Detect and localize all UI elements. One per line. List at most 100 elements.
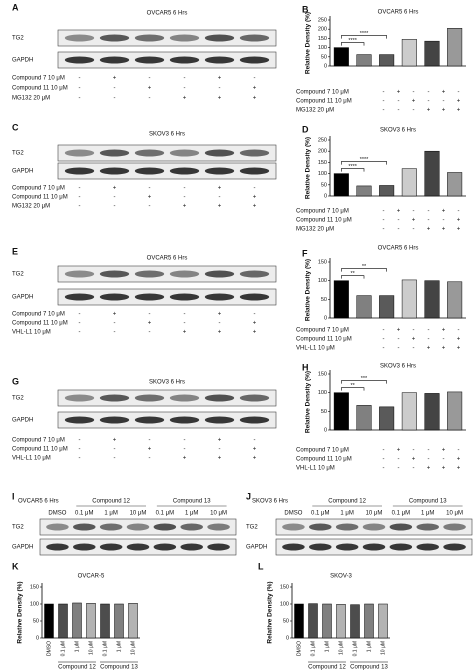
blot-strip [57,51,277,69]
condition-sign: + [442,346,446,352]
condition-sign: + [457,99,461,105]
group-label: Compound 13 [350,665,388,671]
condition-sign: + [253,456,257,462]
chart-title: OVCAR-5 [78,574,105,580]
condition-sign: + [253,321,257,327]
blot-band [282,523,305,531]
significance-bracket [341,42,365,46]
y-tick-label: 0 [324,63,327,69]
condition-sign: - [79,438,81,444]
condition-sign: - [149,186,151,192]
y-tick-label: 0 [36,635,39,641]
blot-strip [57,144,277,162]
condition-sign: + [218,96,222,102]
significance-bracket [341,268,387,272]
blot-title: SKOV3 6 Hrs [252,499,288,505]
condition-label: MG132 20 μM [12,204,50,210]
blot-band [126,543,150,551]
y-tick-label: 200 [318,149,327,155]
group-label: Compound 13 [173,499,211,505]
chart-title: OVCAR5 6 Hrs [378,10,419,16]
blot-title: OVCAR5 6 Hrs [147,11,188,17]
condition-label: VHL-L1 10 μM [296,466,335,472]
group-label: Compound 12 [92,499,130,505]
bar [424,280,440,319]
band-label: GAPDH [12,418,33,424]
blot-band [416,523,439,531]
panel-letter: F [302,248,308,258]
bar [447,391,463,431]
condition-sign: - [413,466,415,472]
condition-sign: + [183,96,187,102]
x-tick-label: DMSO [296,641,302,656]
blot-band [99,394,130,402]
condition-sign: - [398,466,400,472]
y-tick-label: 50 [283,618,289,624]
blot-band [207,523,230,531]
y-axis-label: Relative Density (%) [305,12,312,74]
condition-sign: - [428,457,430,463]
y-tick-label: 150 [280,584,289,590]
condition-sign: - [383,466,385,472]
panel-letter: B [302,4,309,14]
band-label: GAPDH [12,295,33,301]
blot-band [134,416,165,424]
y-tick-label: 100 [318,278,327,284]
panel-letter: L [258,561,264,571]
blot-band [73,543,96,551]
condition-sign: - [383,108,385,114]
x-tick-label: 1 μM [366,641,372,652]
condition-label: Compound 11 10 μM [12,86,68,92]
blot-band [239,34,270,42]
condition-sign: + [253,195,257,201]
bar [424,393,440,431]
condition-sign: - [79,456,81,462]
condition-sign: - [79,312,81,318]
blot-band [239,416,270,424]
condition-sign: - [383,457,385,463]
y-tick-label: 0 [286,635,289,641]
blot-band [134,56,165,64]
blot-band [134,149,165,157]
condition-sign: + [442,90,446,96]
condition-sign: - [413,90,415,96]
condition-label: Compound 7 10 μM [296,90,349,96]
condition-sign: + [148,195,152,201]
blot-band [335,543,359,551]
blot-band [416,543,439,551]
blot-band [46,543,69,551]
condition-sign: - [254,76,256,82]
lane-label: 10 μM [366,511,383,517]
condition-sign: + [218,438,222,444]
y-tick-label: 200 [318,27,327,33]
condition-sign: - [184,195,186,201]
bar [356,405,372,431]
blot-strip [57,411,277,429]
blot-band [134,270,165,278]
condition-sign: + [218,456,222,462]
condition-sign: + [442,328,446,334]
condition-sign: - [458,209,460,215]
blot-band [239,56,270,64]
blot-band [64,56,95,64]
blot-band [282,543,305,551]
blot-band [64,149,95,157]
blot-band [64,34,95,42]
blot-band [73,523,96,531]
blot-band [169,293,200,301]
condition-label: Compound 11 10 μM [12,195,68,201]
blot-band [169,270,200,278]
lane-label: 1 μM [421,511,434,517]
condition-sign: + [442,227,446,233]
condition-label: Compound 11 10 μM [296,337,352,343]
condition-label: VHL-L1 10 μM [12,456,51,462]
condition-label: Compound 7 10 μM [12,186,65,192]
group-label: Compound 12 [328,499,366,505]
bar [364,603,374,639]
condition-sign: - [383,227,385,233]
condition-sign: - [383,209,385,215]
condition-sign: - [458,448,460,454]
y-tick-label: 50 [321,54,327,60]
condition-sign: - [383,448,385,454]
